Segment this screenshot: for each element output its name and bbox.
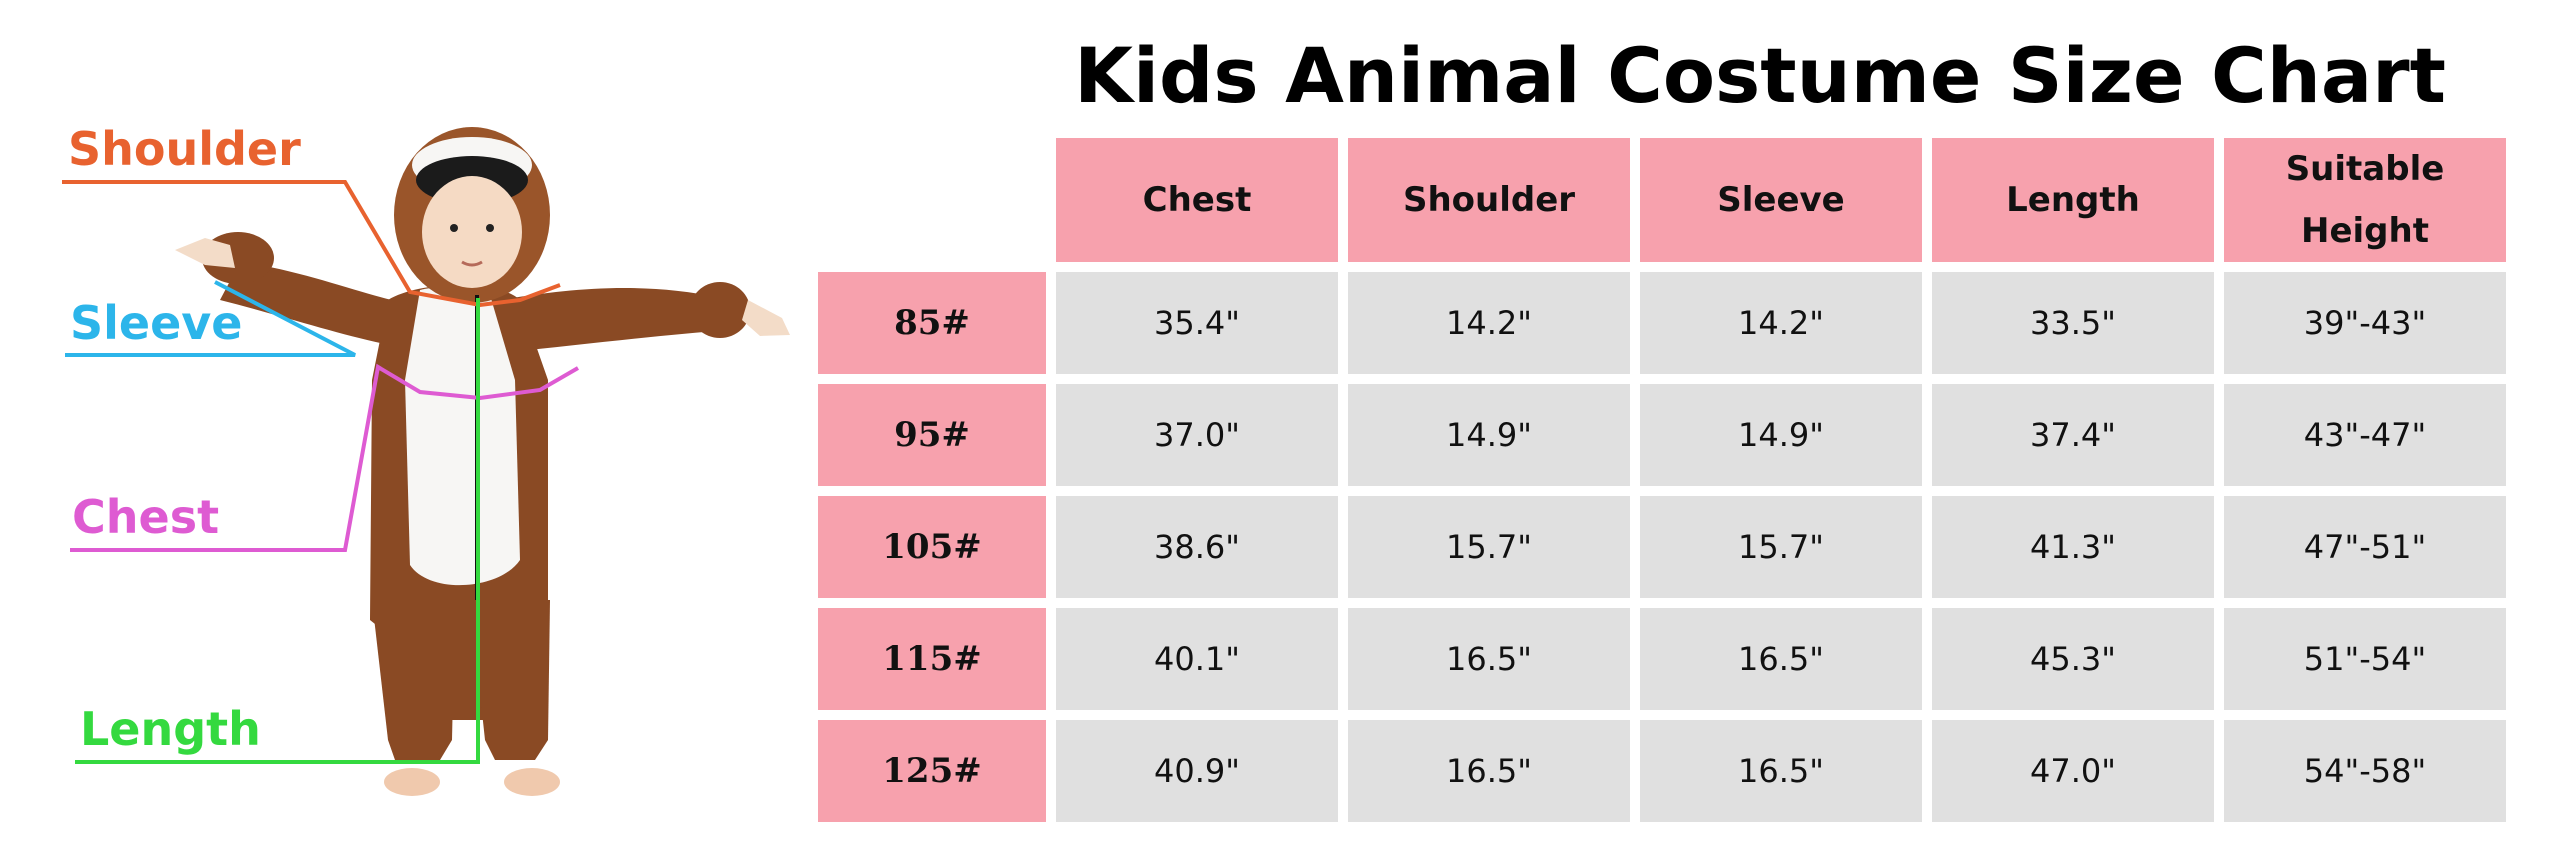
column-header-sleeve: Sleeve (1640, 138, 1922, 262)
table-cell: 37.0" (1056, 384, 1338, 486)
size-chart-table: Chest Shoulder Sleeve Length Suitable He… (808, 128, 2516, 832)
table-cell: 54"-58" (2224, 720, 2506, 822)
table-cell: 16.5" (1348, 608, 1630, 710)
row-header-size: 105# (818, 496, 1046, 598)
column-header-chest: Chest (1056, 138, 1338, 262)
table-cell: 14.2" (1348, 272, 1630, 374)
child-costume-illustration (62, 127, 790, 796)
chest-label: Chest (72, 490, 220, 544)
length-measure-line (75, 298, 480, 764)
table-cell: 40.1" (1056, 608, 1338, 710)
table-row: 125# 40.9" 16.5" 16.5" 47.0" 54"-58" (818, 720, 2506, 822)
table-cell: 33.5" (1932, 272, 2214, 374)
table-cell: 38.6" (1056, 496, 1338, 598)
table-cell: 15.7" (1640, 496, 1922, 598)
table-cell: 51"-54" (2224, 608, 2506, 710)
column-header-length: Length (1932, 138, 2214, 262)
table-cell: 16.5" (1640, 608, 1922, 710)
chest-measure-line (70, 363, 580, 552)
table-cell: 14.9" (1348, 384, 1630, 486)
table-row: 115# 40.1" 16.5" 16.5" 45.3" 51"-54" (818, 608, 2506, 710)
table-cell: 16.5" (1640, 720, 1922, 822)
row-header-size: 95# (818, 384, 1046, 486)
table-cell: 45.3" (1932, 608, 2214, 710)
table-row: 95# 37.0" 14.9" 14.9" 37.4" 43"-47" (818, 384, 2506, 486)
page-title: Kids Animal Costume Size Chart (1074, 31, 2446, 120)
sleeve-label: Sleeve (70, 296, 243, 350)
table-cell: 14.2" (1640, 272, 1922, 374)
shoulder-measure-line (62, 180, 561, 308)
length-label: Length (80, 702, 261, 756)
row-header-size: 115# (818, 608, 1046, 710)
table-cell: 47"-51" (2224, 496, 2506, 598)
table-cell: 43"-47" (2224, 384, 2506, 486)
shoulder-label: Shoulder (68, 122, 301, 176)
corner-cell (818, 138, 1046, 262)
header-row: Chest Shoulder Sleeve Length Suitable He… (818, 138, 2506, 262)
table-cell: 40.9" (1056, 720, 1338, 822)
table-row: 105# 38.6" 15.7" 15.7" 41.3" 47"-51" (818, 496, 2506, 598)
table-cell: 39"-43" (2224, 272, 2506, 374)
table-cell: 37.4" (1932, 384, 2214, 486)
table-cell: 16.5" (1348, 720, 1630, 822)
table-row: 85# 35.4" 14.2" 14.2" 33.5" 39"-43" (818, 272, 2506, 374)
column-header-suitable-height: Suitable Height (2224, 138, 2506, 262)
table-cell: 41.3" (1932, 496, 2214, 598)
table-cell: 47.0" (1932, 720, 2214, 822)
table-cell: 35.4" (1056, 272, 1338, 374)
table-cell: 15.7" (1348, 496, 1630, 598)
row-header-size: 125# (818, 720, 1046, 822)
column-header-shoulder: Shoulder (1348, 138, 1630, 262)
costume-figure-area: Shoulder Sleeve Chest Length (0, 0, 820, 853)
row-header-size: 85# (818, 272, 1046, 374)
sleeve-measure-line (65, 280, 356, 357)
table-cell: 14.9" (1640, 384, 1922, 486)
